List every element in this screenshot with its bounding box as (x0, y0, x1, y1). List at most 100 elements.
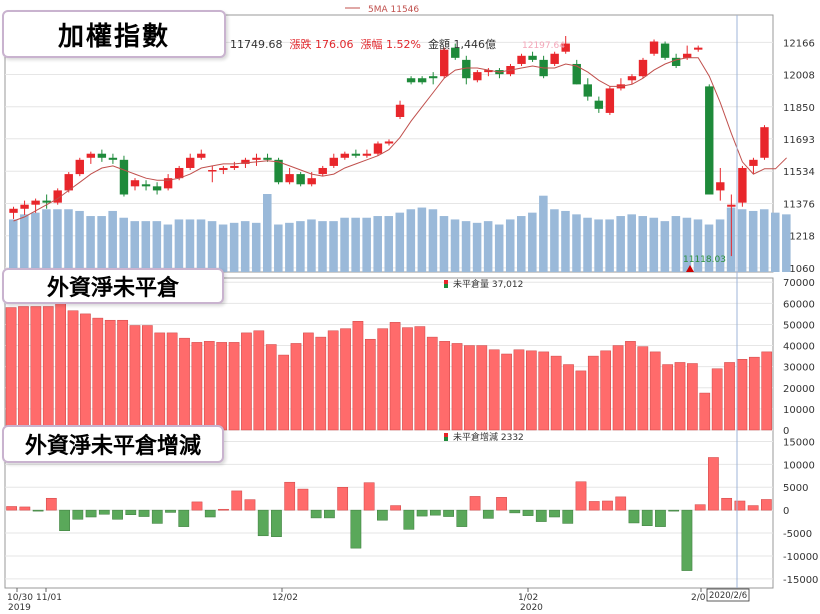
candle-body (296, 174, 305, 185)
volume-bar (461, 221, 471, 272)
change-bar (191, 501, 203, 511)
candle-body (417, 78, 427, 83)
change-bar (138, 509, 150, 517)
volume-bar (638, 216, 648, 272)
volume-bar (263, 194, 272, 272)
candle-body (75, 159, 84, 175)
candle-body (163, 178, 173, 189)
oi-bar (191, 342, 203, 431)
volume-bar (196, 219, 206, 272)
candle-body (395, 104, 405, 117)
candle-body (64, 174, 73, 191)
change-bar (482, 509, 494, 519)
volume-bar (748, 210, 758, 272)
change-bar (721, 497, 733, 511)
oi-bar (166, 332, 178, 431)
candle-body (208, 170, 217, 172)
change-bar (641, 509, 653, 526)
y-tick-label: 50000 (783, 320, 815, 331)
volume-bar (108, 210, 117, 272)
oi-legend-label: 未平倉量 37,012 (453, 278, 523, 290)
candle-body (307, 178, 316, 185)
change-bar (165, 509, 176, 513)
oi-bar (513, 349, 525, 431)
candle-body (108, 157, 118, 160)
oi-bar (203, 341, 215, 431)
change-bar (747, 505, 759, 511)
y-tick-label: 15000 (783, 437, 815, 448)
change-bar (337, 486, 349, 511)
y-tick-label: 40000 (783, 342, 815, 353)
volume-bar (572, 214, 581, 272)
y-tick-label: 11693 (783, 135, 815, 146)
volume-bar (163, 224, 173, 272)
volume-bar (20, 214, 29, 272)
price-value: 11749.68 (230, 38, 283, 51)
pct-value: 漲幅 1.52% (360, 38, 421, 51)
candle-body (649, 41, 659, 54)
volume-bar (318, 221, 327, 272)
candle-body (406, 78, 416, 83)
change-bar (615, 496, 627, 511)
candle-body (671, 57, 681, 66)
oi-bar (625, 341, 636, 431)
change-bar (231, 490, 243, 511)
volume-bar (594, 219, 603, 272)
x-tick-label: 2/0 (691, 593, 706, 603)
candle-body (694, 47, 703, 50)
high-marker-label: 12197.64 (522, 41, 565, 51)
candle-body (340, 153, 350, 158)
candle-body (263, 157, 272, 160)
volume-bar (285, 222, 294, 272)
volume-bar (472, 222, 482, 272)
oi-bar (501, 353, 512, 431)
volume-bar (627, 214, 636, 272)
volume-bar (218, 224, 228, 272)
y-tick-label: -15000 (783, 575, 818, 586)
index-panel-title: 加權指數 (2, 10, 226, 58)
volume-bar (660, 221, 670, 272)
change-bar (257, 509, 269, 537)
y-tick-label: 0 (783, 426, 789, 437)
change-bar (112, 509, 123, 520)
volume-bar (583, 217, 592, 272)
volume-bar (119, 217, 128, 272)
oi-bar (179, 337, 190, 431)
y-tick-label: 5000 (783, 483, 808, 494)
change-bar (734, 500, 746, 511)
change-bar (443, 509, 454, 517)
oi-bar (327, 330, 339, 431)
volume-bar (417, 207, 427, 272)
candle-body (20, 204, 29, 209)
change-bar (708, 457, 719, 511)
candle-body (660, 43, 670, 58)
cursor-date-box (706, 588, 750, 602)
volume-bar (605, 219, 614, 272)
volume-bar (31, 212, 40, 272)
volume-bar (362, 217, 371, 272)
volume-bar (240, 221, 250, 272)
oi-bar (612, 345, 624, 431)
volume-bar (274, 224, 283, 272)
candle-body (53, 190, 62, 203)
y-tick-label: 11218 (783, 232, 815, 243)
oi-bar (142, 325, 153, 431)
volume-bar (351, 217, 360, 272)
candle-body (141, 184, 151, 187)
volume-bar (296, 221, 305, 272)
volume-bar (759, 209, 769, 272)
candle-body (384, 141, 394, 144)
oi-bar (18, 306, 29, 431)
volume-bar (406, 209, 416, 272)
candle-body (285, 174, 294, 183)
candle-body (550, 53, 559, 64)
change-bar (403, 509, 415, 530)
volume-bar (75, 210, 84, 272)
candle-body (9, 208, 18, 213)
change-bar (761, 499, 772, 511)
oi-bar (80, 313, 91, 431)
oi-bar (241, 332, 252, 431)
volume-bar (737, 209, 747, 272)
candle-body (716, 182, 725, 191)
volume-bar (782, 214, 791, 272)
